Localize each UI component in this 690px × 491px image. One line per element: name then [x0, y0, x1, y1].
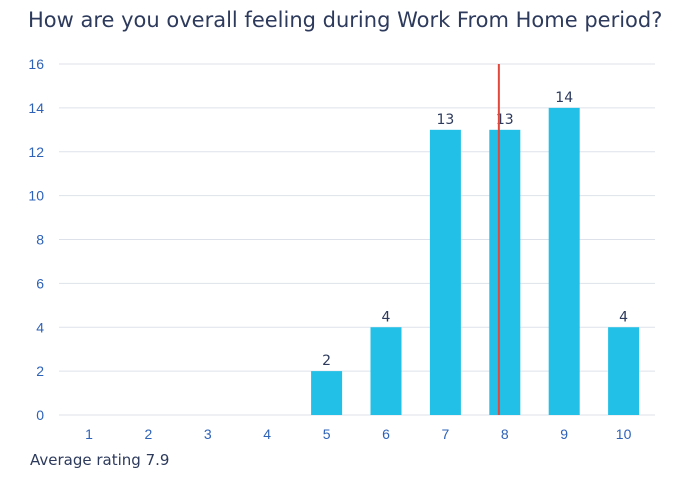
x-tick-label: 1 — [85, 426, 93, 442]
y-tick-label: 12 — [28, 144, 44, 160]
y-tick-label: 16 — [28, 56, 44, 72]
bar — [429, 129, 461, 415]
y-tick-label: 14 — [28, 100, 44, 116]
bar — [548, 107, 580, 415]
bar — [311, 371, 343, 415]
average-rating-text: Average rating 7.9 — [30, 451, 170, 469]
bar — [608, 327, 640, 415]
y-tick-label: 10 — [28, 188, 44, 204]
y-tick-label: 2 — [36, 363, 44, 379]
bar — [370, 327, 402, 415]
x-tick-label: 3 — [204, 426, 212, 442]
x-tick-label: 10 — [616, 426, 632, 442]
data-label: 14 — [555, 90, 573, 106]
y-axis-ticks: 0 2 4 6 8 10 12 14 16 — [28, 56, 44, 423]
x-tick-label: 2 — [145, 426, 153, 442]
y-tick-label: 0 — [36, 407, 44, 423]
x-tick-label: 9 — [560, 426, 568, 442]
data-label: 13 — [436, 112, 454, 128]
y-tick-label: 8 — [36, 232, 44, 248]
data-labels: 2 4 13 13 14 4 — [322, 90, 628, 369]
bar — [489, 129, 521, 415]
x-tick-label: 6 — [382, 426, 390, 442]
x-tick-label: 5 — [323, 426, 331, 442]
data-label: 4 — [619, 309, 628, 325]
x-tick-label: 8 — [501, 426, 509, 442]
chart-title: How are you overall feeling during Work … — [28, 8, 663, 32]
x-tick-label: 4 — [263, 426, 271, 442]
bars — [311, 107, 640, 415]
data-label: 4 — [382, 309, 391, 325]
y-tick-label: 6 — [36, 275, 44, 291]
data-label: 2 — [322, 353, 331, 369]
x-tick-label: 7 — [442, 426, 450, 442]
data-label: 13 — [496, 112, 514, 128]
y-tick-label: 4 — [36, 319, 44, 335]
x-axis-ticks: 1 2 3 4 5 6 7 8 9 10 — [85, 426, 631, 442]
